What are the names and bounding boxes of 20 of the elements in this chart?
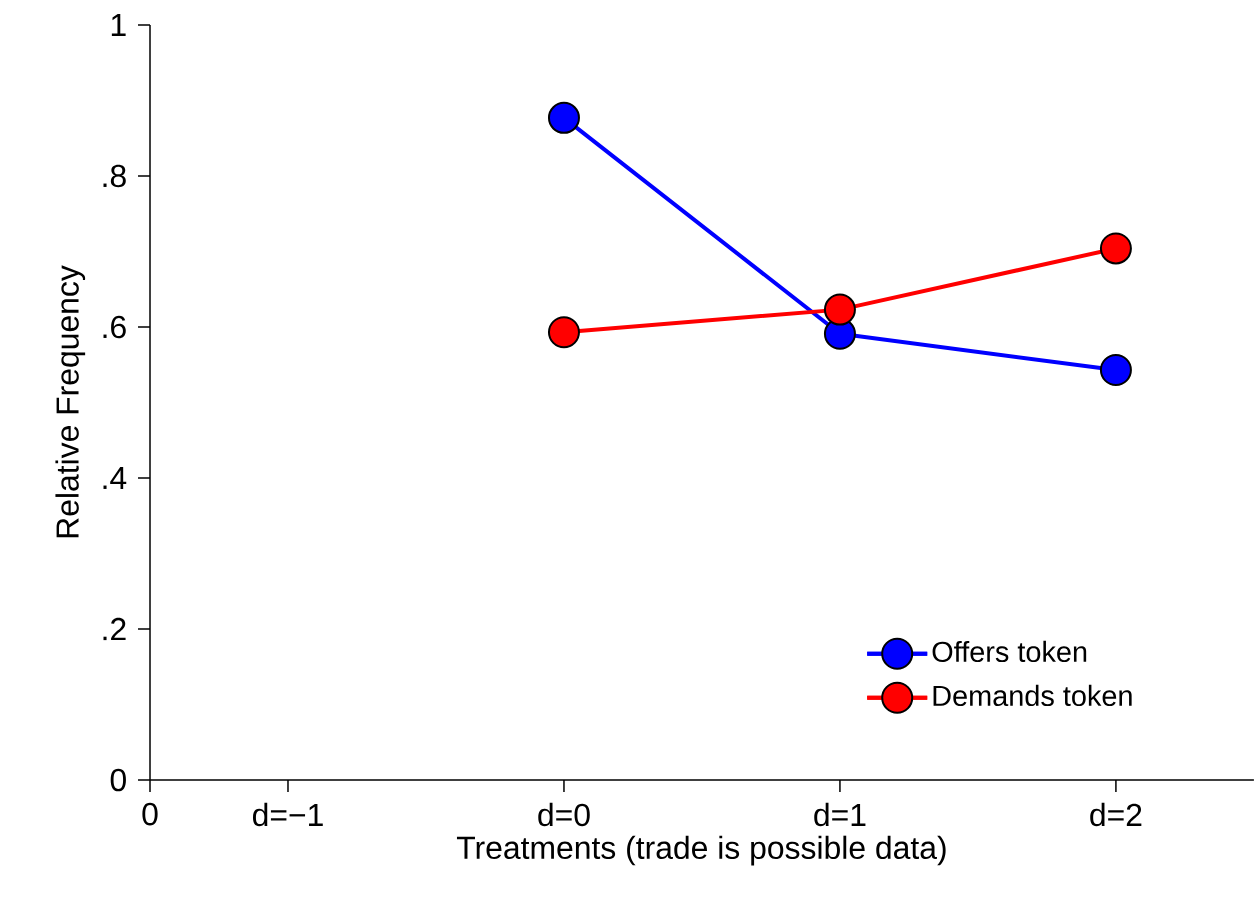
point — [1099, 354, 1132, 387]
legend-label: Offers token — [932, 640, 1087, 663]
x-axis-title: Treatments (trade is possible data) — [456, 835, 946, 866]
y-tick-label: .4 — [103, 467, 127, 489]
y-tick-label: 0 — [110, 768, 126, 792]
x-tick-label: 0 — [142, 802, 158, 826]
y-tick-label: 1 — [111, 14, 126, 36]
legend-label: Demands token — [933, 684, 1132, 707]
x-tick-label: d=−1 — [252, 802, 323, 827]
x-tick-label: d=1 — [814, 802, 866, 827]
y-tick-label: .8 — [103, 164, 126, 188]
point — [823, 293, 856, 326]
point — [547, 101, 580, 134]
x-tick-label: d=2 — [1090, 802, 1142, 827]
y-axis-title: Relative Frequency — [55, 265, 86, 538]
point — [1099, 232, 1132, 265]
point — [547, 316, 580, 349]
y-tick-label: .6 — [103, 315, 126, 339]
y-tick-label: .2 — [103, 617, 126, 641]
x-tick-label: d=0 — [538, 802, 590, 827]
